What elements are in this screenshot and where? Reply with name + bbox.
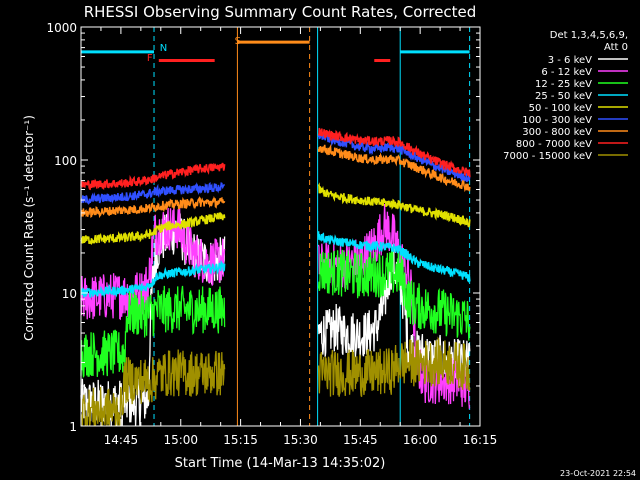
y-tick-label: 10 bbox=[62, 287, 77, 301]
y-tick-label: 1 bbox=[69, 420, 77, 434]
legend-entry-label: 800 - 7000 keV bbox=[516, 139, 592, 150]
legend-entry-label: 300 - 800 keV bbox=[522, 127, 592, 138]
timestamp: 23-Oct-2021 22:54 bbox=[560, 469, 636, 478]
axes: 1 10 100 1000 14:45 15:00 15:15 15:30 15:45 16:00… bbox=[46, 21, 497, 447]
x-tick-label: 16:15 bbox=[463, 433, 498, 447]
y-tick-label: 1000 bbox=[46, 21, 77, 35]
legend-entry-label: 3 - 6 keV bbox=[548, 55, 592, 66]
plot-area: FN S bbox=[80, 27, 471, 427]
x-tick-label: 14:45 bbox=[104, 433, 139, 447]
legend-header: Att 0 bbox=[604, 42, 628, 53]
series-line bbox=[80, 231, 471, 298]
x-tick-label: 15:45 bbox=[343, 433, 378, 447]
y-tick-label: 100 bbox=[54, 154, 77, 168]
series-line bbox=[80, 127, 471, 191]
legend-entry-label: 7000 - 15000 keV bbox=[503, 151, 592, 162]
legend-entry-label: 12 - 25 keV bbox=[535, 79, 592, 90]
legend-entry-label: 6 - 12 keV bbox=[541, 67, 592, 78]
x-tick-label: 15:00 bbox=[163, 433, 198, 447]
marker-label: N bbox=[160, 43, 167, 54]
marker-label: S bbox=[235, 36, 241, 47]
marker-label: F bbox=[147, 53, 153, 64]
chart-title: RHESSI Observing Summary Count Rates, Co… bbox=[84, 3, 477, 21]
series-line bbox=[80, 249, 471, 379]
legend-entry-label: 50 - 100 keV bbox=[529, 103, 593, 114]
x-tick-label: 15:30 bbox=[283, 433, 318, 447]
series-line bbox=[80, 336, 471, 427]
legend-entry-label: 25 - 50 keV bbox=[535, 91, 592, 102]
series-line bbox=[80, 143, 471, 219]
legend-header: Det 1,3,4,5,6,9, bbox=[550, 30, 628, 41]
y-axis-label: Corrected Count Rate (s⁻¹ detector⁻¹) bbox=[22, 115, 36, 341]
legend-entry-label: 100 - 300 keV bbox=[522, 115, 592, 126]
series-line bbox=[80, 182, 471, 245]
x-axis-label: Start Time (14-Mar-13 14:35:02) bbox=[175, 456, 386, 471]
x-tick-label: 16:00 bbox=[403, 433, 438, 447]
x-tick-label: 15:15 bbox=[223, 433, 258, 447]
